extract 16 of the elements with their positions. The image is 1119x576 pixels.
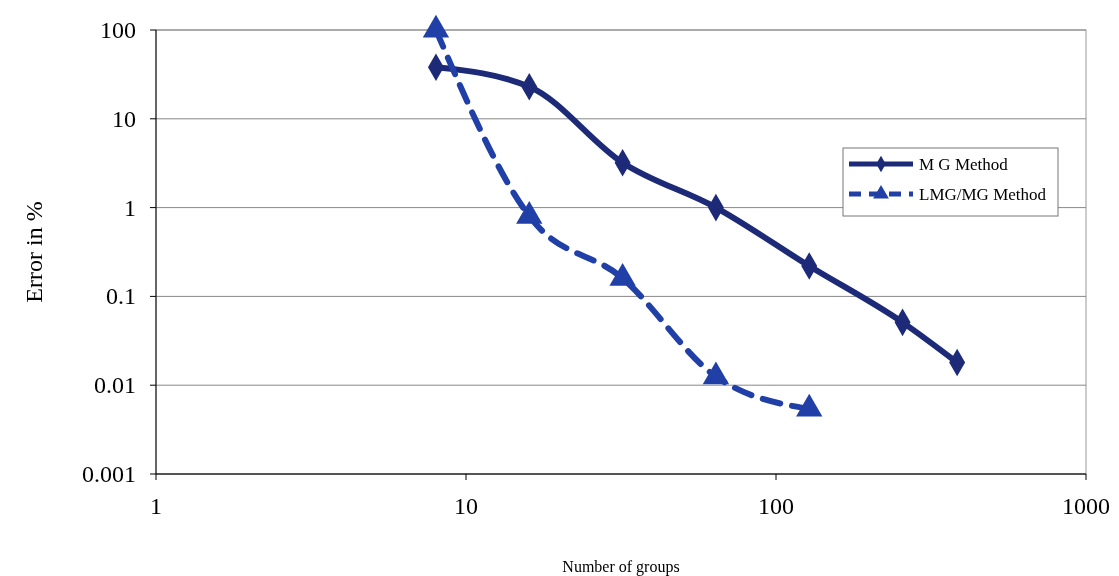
point <box>702 361 730 385</box>
y-tick-label: 0.001 <box>82 461 136 487</box>
x-tick-label: 10 <box>454 493 478 519</box>
legend-label: LMG/MG Method <box>919 184 1047 204</box>
y-tick-label: 0.01 <box>94 372 136 399</box>
x-tick-label: 100 <box>758 493 794 519</box>
y-tick-label: 10 <box>112 105 136 132</box>
y-tick-label: 0.1 <box>106 283 136 310</box>
x-tick-label: 1 <box>150 493 162 519</box>
y-tick-label: 100 <box>100 17 136 43</box>
legend-label: M G Method <box>919 154 1009 174</box>
x-tick-label: 1000 <box>1062 493 1110 519</box>
y-axis-title: Error in % <box>21 201 47 303</box>
point <box>796 393 823 417</box>
x-axis-title: Number of groups <box>562 558 680 576</box>
y-tick-label: 1 <box>124 194 136 221</box>
